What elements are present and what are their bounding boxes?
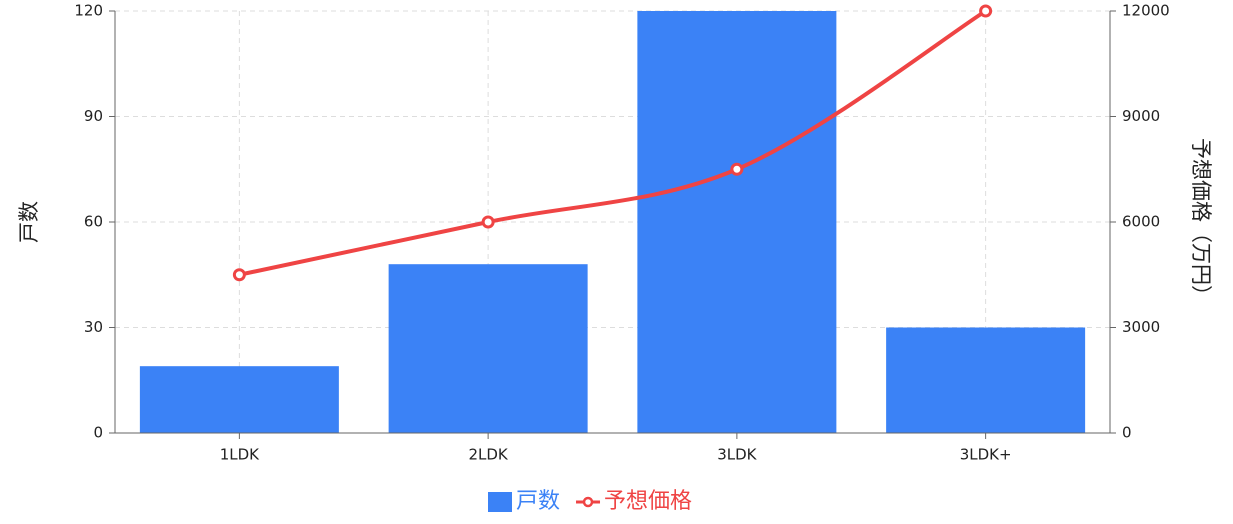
y2-tick-label: 3000 — [1122, 318, 1160, 336]
y2-tick-label: 0 — [1122, 424, 1132, 442]
x-tick-label: 2LDK — [468, 446, 508, 464]
bar — [637, 11, 837, 433]
y-tick-label: 60 — [84, 213, 103, 231]
bar — [139, 366, 339, 433]
y-tick-label: 0 — [93, 424, 103, 442]
line-point — [481, 215, 495, 229]
legend-swatch — [488, 492, 512, 512]
y-axis-label: 戸数 — [17, 201, 41, 243]
y2-tick-label: 9000 — [1122, 107, 1160, 125]
legend-label: 戸数 — [516, 489, 560, 514]
line — [238, 9, 987, 277]
x-tick-label: 3LDK — [717, 446, 757, 464]
y-tick-label: 30 — [84, 318, 103, 336]
x-tick-label: 3LDK+ — [960, 446, 1012, 464]
legend-label: 予想価格 — [604, 489, 692, 514]
line-point — [730, 162, 744, 176]
y2-axis-label: 予想価格（万円） — [1189, 138, 1213, 306]
y-tick-label: 90 — [84, 107, 103, 125]
y2-tick-label: 12000 — [1122, 2, 1170, 20]
bar — [388, 264, 588, 433]
legend-marker — [582, 496, 594, 508]
y-tick-label: 120 — [74, 2, 103, 20]
x-tick-label: 1LDK — [220, 446, 260, 464]
y2-tick-label: 6000 — [1122, 213, 1160, 231]
line-point — [979, 4, 993, 18]
line-point — [232, 268, 246, 282]
bar — [886, 327, 1086, 433]
